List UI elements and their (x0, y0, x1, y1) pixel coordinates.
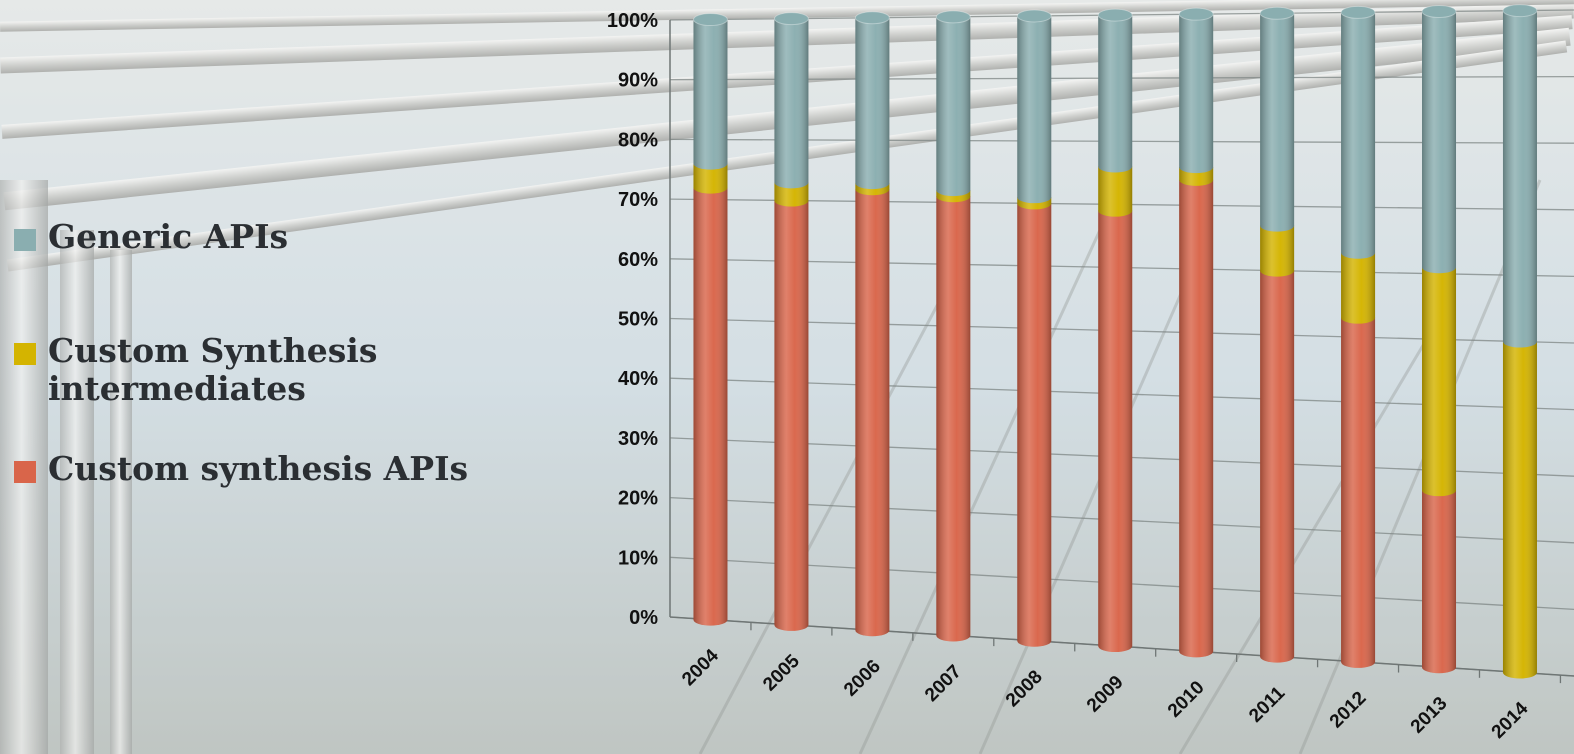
bar-segment-shading (1260, 225, 1295, 277)
x-tick-label: 2007 (921, 661, 966, 706)
bar-segment-shading (774, 182, 809, 207)
y-tick-label: 90% (618, 70, 658, 92)
bar-segment-shading (1017, 15, 1052, 204)
bar-segment-shading (936, 196, 971, 642)
bar-cap (1097, 8, 1133, 22)
bar-cap (1178, 7, 1214, 21)
x-tick-label: 2004 (678, 645, 723, 690)
bar-segment-shading (1098, 166, 1133, 217)
bar-cap (773, 12, 809, 26)
legend-swatch (14, 229, 36, 251)
y-tick-label: 30% (618, 428, 658, 450)
bar-2009 (1097, 8, 1133, 653)
bar-segment-shading (693, 163, 728, 194)
x-tick-label: 2012 (1326, 688, 1371, 733)
bar-segment-shading (774, 200, 809, 631)
bar-2014 (1502, 4, 1538, 679)
y-tick-label: 50% (618, 309, 658, 331)
bar-segment-shading (1341, 12, 1376, 259)
bar-segment-shading (1341, 317, 1376, 668)
bar-segment-shading (1502, 341, 1537, 679)
legend-label: Custom synthesis APIs (48, 449, 469, 488)
bar-segment-shading (936, 16, 971, 197)
y-tick-label: 0% (629, 607, 658, 629)
bar-segment-shading (1422, 490, 1457, 674)
bar-2005 (773, 12, 809, 631)
bar-segment-shading (1422, 267, 1457, 497)
bar-2006 (854, 11, 890, 637)
bar-cap (1502, 4, 1538, 18)
y-tick-label: 60% (618, 249, 658, 271)
x-tick-label: 2013 (1407, 693, 1452, 738)
bar-segment-shading (855, 189, 890, 637)
legend-label: Generic APIs (48, 217, 289, 256)
legend-item-custom-synthesis-intermediates: Custom Synthesis intermediates (14, 332, 434, 408)
bar-segment-shading (1098, 15, 1133, 173)
y-tick-label: 100% (607, 10, 658, 32)
x-tick-label: 2010 (1164, 677, 1209, 722)
bar-segment-shading (774, 18, 809, 189)
bar-cap (692, 13, 728, 27)
bar-segment-shading (1179, 179, 1214, 658)
bar-2012 (1340, 5, 1376, 668)
bar-cap (1340, 5, 1376, 19)
bar-segment-shading (1260, 13, 1295, 232)
bar-segment-shading (1179, 14, 1214, 174)
bar-segment-shading (1017, 203, 1052, 647)
x-tick-label: 2006 (840, 656, 885, 701)
x-tick-label: 2014 (1488, 698, 1533, 743)
bar-cap (1016, 9, 1052, 23)
bar-2007 (935, 10, 971, 642)
bar-2008 (1016, 9, 1052, 647)
legend-swatch (14, 461, 36, 483)
bar-2013 (1421, 4, 1457, 674)
bar-segment-shading (1422, 11, 1457, 274)
y-tick-label: 10% (618, 547, 658, 569)
bar-segment-shading (855, 17, 890, 190)
bar-2010 (1178, 7, 1214, 658)
bar-segment-shading (1502, 10, 1537, 348)
bar-segment-shading (693, 187, 728, 626)
legend-label: Custom Synthesis intermediates (48, 331, 378, 408)
x-tick-label: 2008 (1002, 667, 1047, 712)
bar-segment-shading (693, 19, 728, 170)
bar-cap (1421, 4, 1457, 18)
bar-2004 (692, 13, 728, 626)
legend-swatch (14, 343, 36, 365)
bar-cap (935, 10, 971, 24)
y-tick-label: 40% (618, 368, 658, 390)
y-tick-label: 70% (618, 189, 658, 211)
y-axis: 0% 10% 20% 30% 40% 50% 60% 70% 80% 90% 100% (607, 10, 658, 629)
legend-item-generic-apis: Generic APIs (14, 218, 288, 256)
bar-segment-shading (1098, 210, 1133, 653)
y-tick-label: 20% (618, 488, 658, 510)
x-tick-label: 2009 (1083, 672, 1128, 717)
chart-bars (692, 4, 1538, 679)
x-tick-label: 2005 (759, 650, 804, 695)
legend-item-custom-synthesis-apis: Custom synthesis APIs (14, 450, 468, 488)
bar-segment-shading (1260, 270, 1295, 663)
y-tick-label: 80% (618, 129, 658, 151)
bar-cap (1259, 6, 1295, 20)
bar-2011 (1259, 6, 1295, 663)
x-tick-label: 2011 (1245, 682, 1289, 726)
bar-cap (854, 11, 890, 25)
bar-segment-shading (1341, 252, 1376, 324)
